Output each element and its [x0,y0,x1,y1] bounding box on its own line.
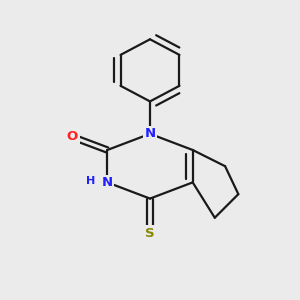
Text: N: N [102,176,113,189]
Text: N: N [144,127,156,140]
Text: H: H [86,176,96,186]
Text: S: S [145,227,155,240]
Text: O: O [66,130,78,143]
